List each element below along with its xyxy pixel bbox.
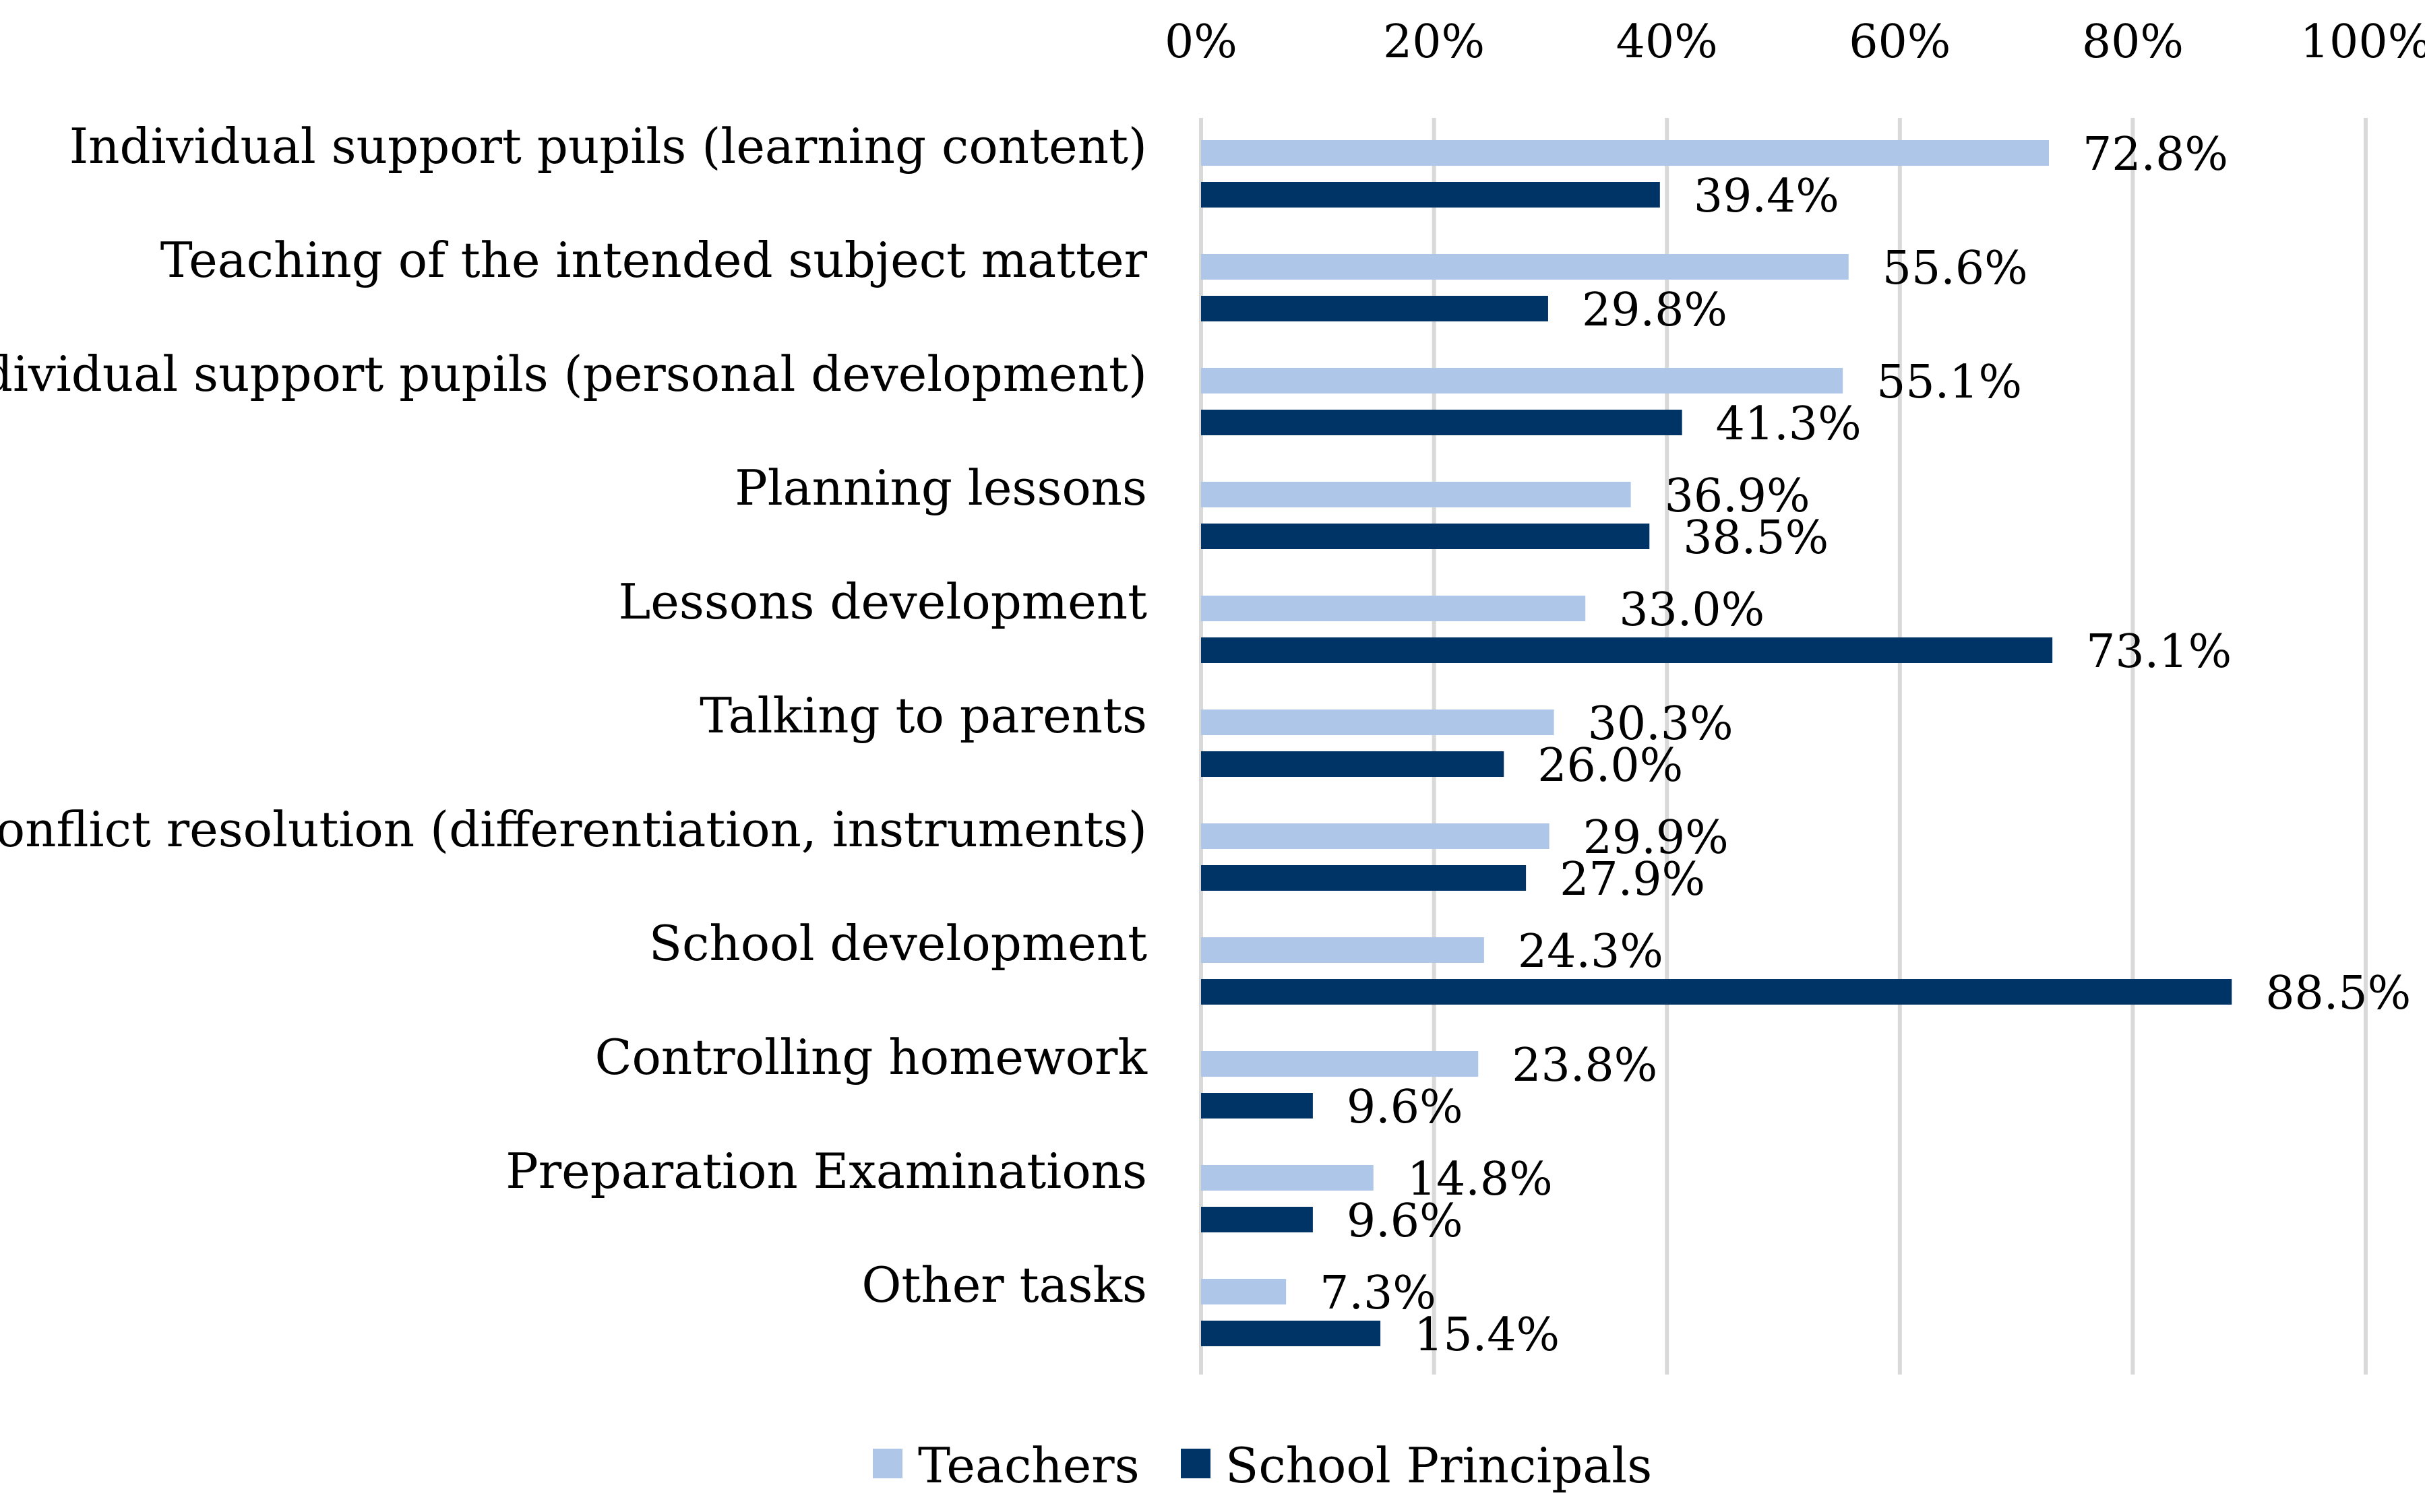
x-tick-label: 0%: [1165, 15, 1237, 69]
legend: Teachers School Principals: [873, 1437, 1652, 1494]
principals-bar: [1201, 410, 1682, 435]
category-label: Individual support pupils (learning cont…: [69, 118, 1147, 175]
teachers-value-label: 14.8%: [1407, 1153, 1553, 1206]
teachers-bar: [1201, 254, 1849, 280]
teachers-value-label: 55.1%: [1876, 356, 2022, 409]
category-label: Lessons development: [618, 573, 1147, 630]
x-tick-label: 80%: [2082, 15, 2184, 69]
category-label: Other tasks: [861, 1257, 1147, 1313]
teachers-value-label: 55.6%: [1882, 242, 2028, 295]
principals-bar: [1201, 182, 1660, 208]
x-tick-label: 100%: [2300, 15, 2425, 69]
principals-value-label: 15.4%: [1414, 1309, 1560, 1362]
category-label: Preparation Examinations: [505, 1143, 1147, 1199]
principals-bar: [1201, 751, 1504, 777]
teachers-bar: [1201, 937, 1484, 963]
category-label: Individual support pupils (personal deve…: [0, 346, 1147, 402]
principals-bar: [1201, 979, 2232, 1005]
teachers-value-label: 7.3%: [1320, 1267, 1436, 1320]
principals-value-label: 39.4%: [1694, 170, 1839, 223]
category-label: Talking to parents: [700, 687, 1147, 744]
principals-value-label: 9.6%: [1347, 1195, 1463, 1248]
bars: [1201, 140, 2232, 1346]
teachers-value-label: 72.8%: [2083, 128, 2228, 181]
principals-value-label: 88.5%: [2265, 967, 2411, 1020]
teachers-bar: [1201, 823, 1549, 849]
category-label: Controlling homework: [594, 1029, 1148, 1085]
category-label: Teaching of the intended subject matter: [160, 232, 1148, 288]
legend-swatch-principals: [1181, 1449, 1210, 1478]
teachers-bar: [1201, 368, 1843, 393]
principals-bar: [1201, 637, 2053, 663]
teachers-value-label: 33.0%: [1619, 584, 1764, 637]
principals-bar: [1201, 1321, 1381, 1346]
legend-label-principals: School Principals: [1225, 1437, 1652, 1494]
x-tick-label: 40%: [1616, 15, 1718, 69]
principals-bar: [1201, 1093, 1313, 1119]
teachers-bar: [1201, 1165, 1374, 1191]
category-label: Planning lessons: [735, 460, 1147, 516]
principals-bar: [1201, 524, 1650, 549]
x-axis-ticks: 0% 20% 40% 60% 80% 100%: [1165, 15, 2425, 69]
category-labels: Individual support pupils (learning cont…: [0, 118, 1148, 1313]
principals-bar: [1201, 865, 1527, 891]
category-label: School development: [649, 915, 1147, 972]
principals-value-label: 38.5%: [1683, 511, 1829, 565]
data-labels: 72.8% 39.4% 55.6% 29.8% 55.1% 41.3% 36.9%38.5%…: [1320, 128, 2411, 1362]
principals-value-label: 73.1%: [2086, 625, 2232, 679]
x-tick-label: 60%: [1849, 15, 1951, 69]
teachers-bar: [1201, 482, 1631, 507]
principals-value-label: 29.8%: [1582, 284, 1727, 337]
principals-value-label: 41.3%: [1716, 398, 1862, 451]
principals-value-label: 9.6%: [1347, 1081, 1463, 1134]
principals-value-label: 26.0%: [1537, 739, 1683, 792]
teachers-bar: [1201, 140, 2049, 166]
teachers-bar: [1201, 596, 1586, 621]
principals-bar: [1201, 1207, 1313, 1232]
teachers-value-label: 36.9%: [1665, 470, 1810, 523]
teachers-bar: [1201, 710, 1554, 735]
x-tick-label: 20%: [1383, 15, 1485, 69]
principals-value-label: 27.9%: [1560, 853, 1705, 906]
principals-bar: [1201, 296, 1548, 321]
legend-swatch-teachers: [873, 1449, 902, 1478]
teachers-bar: [1201, 1279, 1287, 1304]
teachers-value-label: 29.9%: [1583, 811, 1729, 864]
teachers-value-label: 24.3%: [1518, 925, 1663, 978]
legend-label-teachers: Teachers: [918, 1437, 1140, 1494]
teachers-value-label: 30.3%: [1588, 697, 1733, 751]
teachers-bar: [1201, 1051, 1479, 1077]
teachers-value-label: 23.8%: [1512, 1039, 1657, 1092]
category-label: Conflict resolution (differentiation, in…: [0, 801, 1147, 858]
